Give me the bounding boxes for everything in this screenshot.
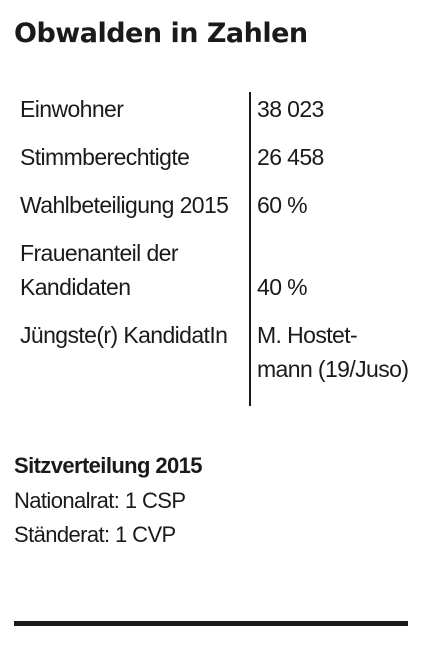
stat-value: 38 023 [257,96,324,122]
stat-value: 40 % [257,274,308,300]
stat-value: 60 % [257,192,308,218]
box-title: Obwalden in Zahlen [14,18,308,49]
stat-label: Jüngste(r) KandidatIn [20,322,228,348]
seats-item-staenderat: Ständerat: 1 CVP [14,522,176,547]
stats-table: Einwohner 38 023 Stimmberechtigte 26 458… [20,92,420,386]
column-divider [249,92,251,406]
seats-item-nationalrat: Nationalrat: 1 CSP [14,488,186,513]
stat-label: Wahlbeteiligung 2015 [20,192,229,218]
stat-row-frauenanteil: Frauenanteil der Kandidaten 40 % [20,236,420,304]
stat-label-line: Kandidaten [20,274,131,300]
stat-row-einwohner: Einwohner 38 023 [20,92,420,126]
stat-row-stimmberechtigte: Stimmberechtigte 26 458 [20,140,420,174]
stat-value-line: mann (19/Juso) [257,356,409,382]
stat-row-wahlbeteiligung: Wahlbeteiligung 2015 60 % [20,188,420,222]
stat-row-juengste: Jüngste(r) KandidatIn M. Hostet- mann (1… [20,318,420,386]
bottom-rule [14,621,408,626]
stat-value: M. Hostet- mann (19/Juso) [249,318,420,386]
seats-list: Nationalrat: 1 CSP Ständerat: 1 CVP [14,484,186,552]
stat-label: Einwohner [20,96,124,122]
seats-title: Sitzverteilung 2015 [14,453,203,478]
stat-label-line: Frauenanteil der [20,240,179,266]
stat-value-line: M. Hostet- [257,322,358,348]
stat-value: 26 458 [257,144,324,170]
stat-label: Frauenanteil der Kandidaten [20,236,249,304]
stat-label: Stimmberechtigte [20,144,190,170]
